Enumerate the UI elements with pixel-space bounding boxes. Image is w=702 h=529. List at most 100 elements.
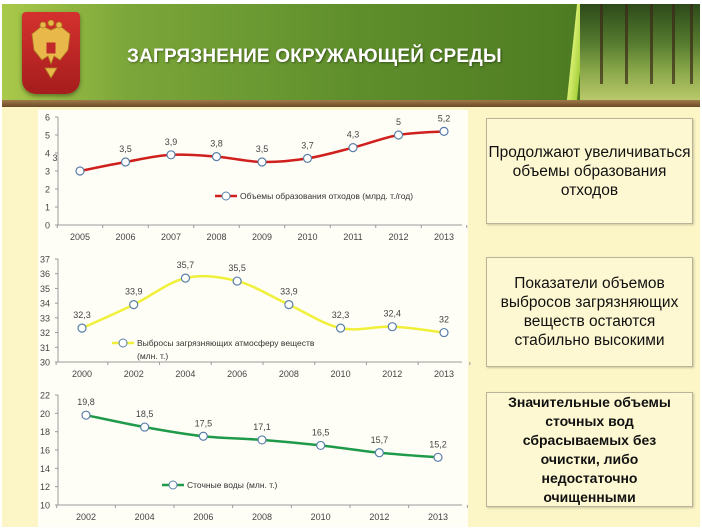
data-point bbox=[120, 157, 131, 167]
y-tick-label: 36 bbox=[40, 269, 50, 279]
x-tick-label: 2010 bbox=[331, 369, 351, 379]
coat-of-arms-icon bbox=[22, 12, 80, 94]
data-label: 32,3 bbox=[73, 310, 91, 320]
legend-marker bbox=[118, 338, 128, 348]
data-label: 3,8 bbox=[210, 139, 223, 149]
data-point bbox=[335, 323, 346, 333]
legend-label: Объемы образования отходов (млрд. т./год… bbox=[240, 191, 413, 201]
x-tick-label: 2000 bbox=[72, 369, 92, 379]
data-point bbox=[129, 300, 139, 310]
x-tick-label: 2005 bbox=[70, 232, 90, 242]
data-label: 3,9 bbox=[165, 137, 178, 147]
note-text: Показатели объемов выбросов загрязняющих… bbox=[500, 275, 679, 349]
note-text: Продолжают увеличиваться объемы образова… bbox=[488, 143, 691, 199]
data-point bbox=[284, 300, 294, 310]
page-title: ЗАГРЯЗНЕНИЕ ОКРУЖАЮЩЕЙ СРЕДЫ bbox=[127, 46, 502, 67]
data-point bbox=[257, 435, 267, 445]
note-box-wastewater: Значительные объемы сточных вод сбрасыва… bbox=[486, 392, 693, 507]
x-tick-label: 2006 bbox=[227, 369, 247, 379]
data-label: 3,5 bbox=[119, 144, 132, 154]
data-label: 4,3 bbox=[347, 130, 360, 140]
y-tick-label: 1 bbox=[45, 203, 50, 213]
x-tick-label: 2008 bbox=[279, 369, 299, 379]
data-point bbox=[140, 422, 150, 432]
data-point bbox=[439, 126, 449, 136]
x-tick-label: 2008 bbox=[206, 232, 226, 242]
data-label: 18,5 bbox=[136, 409, 154, 419]
y-tick-label: 31 bbox=[40, 343, 50, 353]
data-point bbox=[232, 276, 242, 286]
y-tick-label: 35 bbox=[40, 284, 50, 294]
data-point bbox=[302, 153, 313, 163]
x-tick-label: 2012 bbox=[382, 369, 402, 379]
legend-marker bbox=[221, 191, 231, 201]
x-tick-label: 2004 bbox=[175, 369, 195, 379]
legend-label: Сточные воды (млн. т.) bbox=[187, 480, 278, 490]
y-tick-label: 34 bbox=[40, 299, 50, 309]
y-tick-label: 16 bbox=[40, 446, 50, 456]
y-tick-label: 4 bbox=[45, 149, 50, 159]
data-label: 3,7 bbox=[301, 140, 314, 150]
x-tick-label: 2009 bbox=[252, 232, 272, 242]
x-tick-label: 2010 bbox=[311, 512, 331, 522]
y-tick-label: 22 bbox=[40, 391, 50, 401]
x-tick-label: 2008 bbox=[252, 512, 272, 522]
data-label: 3,5 bbox=[256, 144, 269, 154]
y-tick-label: 30 bbox=[40, 358, 50, 368]
y-tick-label: 33 bbox=[40, 313, 50, 323]
x-tick-label: 2007 bbox=[161, 232, 181, 242]
data-point bbox=[77, 323, 87, 333]
data-label: 33,9 bbox=[125, 287, 143, 297]
y-tick-label: 3 bbox=[45, 167, 50, 177]
data-label: 5 bbox=[396, 117, 401, 127]
data-point bbox=[439, 327, 449, 338]
y-tick-label: 32 bbox=[40, 328, 50, 338]
data-label: 32 bbox=[439, 315, 449, 325]
y-tick-label: 37 bbox=[40, 255, 50, 265]
data-point bbox=[316, 440, 326, 451]
y-tick-label: 0 bbox=[45, 221, 50, 231]
data-point bbox=[198, 431, 208, 441]
data-label: 19,8 bbox=[77, 397, 95, 407]
data-label: 17,1 bbox=[253, 422, 271, 432]
x-tick-label: 2006 bbox=[193, 512, 213, 522]
y-tick-label: 6 bbox=[45, 113, 50, 123]
note-box-emissions: Показатели объемов выбросов загрязняющих… bbox=[486, 257, 693, 367]
data-point bbox=[348, 143, 358, 153]
x-tick-label: 2013 bbox=[434, 369, 454, 379]
data-label: 15,2 bbox=[429, 439, 447, 449]
x-tick-label: 2011 bbox=[343, 232, 362, 242]
x-tick-label: 2002 bbox=[76, 512, 96, 522]
y-tick-label: 5 bbox=[45, 131, 50, 141]
data-label: 32,3 bbox=[332, 310, 350, 320]
data-point bbox=[433, 452, 443, 462]
data-label: 32,4 bbox=[384, 309, 402, 319]
x-tick-label: 2013 bbox=[428, 512, 448, 522]
y-tick-label: 12 bbox=[40, 482, 50, 492]
data-point bbox=[211, 152, 222, 162]
x-tick-label: 2002 bbox=[124, 369, 144, 379]
x-tick-label: 2010 bbox=[297, 232, 317, 242]
data-label: 3 bbox=[52, 153, 57, 163]
data-point bbox=[180, 273, 191, 283]
charts-area bbox=[38, 110, 468, 527]
data-label: 35,7 bbox=[177, 260, 195, 270]
x-tick-label: 2013 bbox=[434, 232, 454, 242]
y-tick-label: 14 bbox=[40, 464, 50, 474]
legend-label-unit: (млн. т.) bbox=[137, 351, 168, 361]
data-point bbox=[166, 150, 176, 160]
legend-label: Выбросы загрязняющих атмосферу веществ bbox=[137, 338, 315, 348]
header-divider bbox=[2, 100, 700, 107]
data-point bbox=[387, 322, 397, 332]
note-box-waste: Продолжают увеличиваться объемы образова… bbox=[486, 118, 693, 224]
x-tick-label: 2006 bbox=[115, 232, 135, 242]
y-tick-label: 2 bbox=[45, 185, 50, 195]
x-tick-label: 2004 bbox=[135, 512, 155, 522]
x-tick-label: 2012 bbox=[388, 232, 408, 242]
data-label: 17,5 bbox=[195, 418, 213, 428]
note-text: Значительные объемы сточных вод сбрасыва… bbox=[508, 393, 671, 505]
y-tick-label: 10 bbox=[40, 501, 50, 511]
data-label: 16,5 bbox=[312, 427, 330, 437]
forest-image bbox=[580, 4, 700, 100]
